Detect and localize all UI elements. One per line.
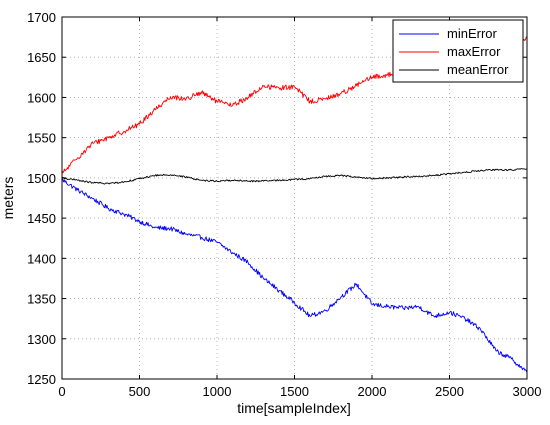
y-tick-label: 1250 bbox=[27, 372, 56, 387]
y-axis-label: meters bbox=[0, 177, 16, 220]
y-tick-label: 1500 bbox=[27, 171, 56, 186]
x-tick-label: 2500 bbox=[435, 384, 464, 399]
legend-label-meanError: meanError bbox=[447, 62, 509, 77]
axis-ticks: 0 500 1000 1500 2000 2500 3000 1250 1300 1350 1400… bbox=[27, 10, 541, 399]
y-tick-label: 1550 bbox=[27, 131, 56, 146]
legend: minError maxError meanError bbox=[392, 19, 524, 83]
y-tick-label: 1700 bbox=[27, 10, 56, 25]
y-tick-label: 1600 bbox=[27, 90, 56, 105]
x-tick-label: 1500 bbox=[280, 384, 309, 399]
x-axis-label: time[sampleIndex] bbox=[237, 400, 351, 416]
x-tick-label: 1000 bbox=[203, 384, 232, 399]
y-tick-label: 1650 bbox=[27, 50, 56, 65]
legend-label-maxError: maxError bbox=[447, 44, 501, 59]
legend-box bbox=[392, 19, 524, 83]
y-tick-label: 1400 bbox=[27, 251, 56, 266]
y-tick-label: 1300 bbox=[27, 332, 56, 347]
x-tick-label: 500 bbox=[129, 384, 151, 399]
series-line-meanError bbox=[61, 168, 528, 185]
y-tick-label: 1450 bbox=[27, 211, 56, 226]
x-tick-label: 2000 bbox=[358, 384, 387, 399]
x-tick-label: 3000 bbox=[513, 384, 542, 399]
series-line-minError bbox=[61, 178, 528, 373]
legend-label-minError: minError bbox=[447, 26, 498, 41]
x-tick-label: 0 bbox=[58, 384, 65, 399]
y-tick-label: 1350 bbox=[27, 292, 56, 307]
